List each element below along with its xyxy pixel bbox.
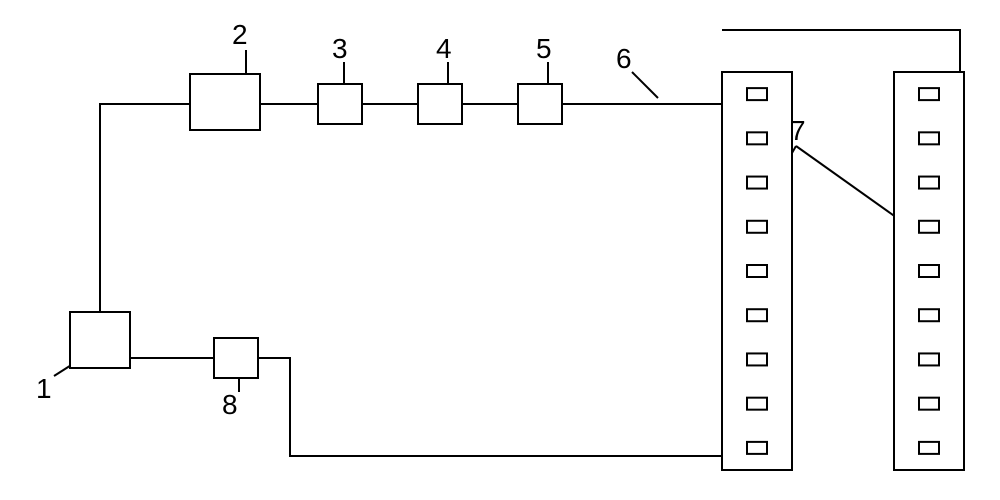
column-left-slot — [747, 88, 767, 100]
column-left-slot — [747, 265, 767, 277]
column-left-slot — [747, 177, 767, 189]
column-right-slot — [919, 309, 939, 321]
column-right-slot — [919, 265, 939, 277]
label-l5: 5 — [536, 33, 552, 64]
block-b8 — [214, 338, 258, 378]
column-left-slot — [747, 398, 767, 410]
column-right-slot — [919, 398, 939, 410]
label-l4: 4 — [436, 33, 452, 64]
label-l7: 7 — [790, 115, 806, 146]
block-b1 — [70, 312, 130, 368]
column-right-slot — [919, 353, 939, 365]
column-right-slot — [919, 442, 939, 454]
label-l8: 8 — [222, 389, 238, 420]
column-right-slot — [919, 132, 939, 144]
block-b5 — [518, 84, 562, 124]
label-l6: 6 — [616, 43, 632, 74]
block-b3 — [318, 84, 362, 124]
column-left-slot — [747, 221, 767, 233]
column-left-slot — [747, 309, 767, 321]
column-left-slot — [747, 442, 767, 454]
label-l2: 2 — [232, 19, 248, 50]
block-b2 — [190, 74, 260, 130]
block-b4 — [418, 84, 462, 124]
column-right-slot — [919, 221, 939, 233]
column-right-slot — [919, 177, 939, 189]
label-l1: 1 — [36, 373, 52, 404]
label-l3: 3 — [332, 33, 348, 64]
column-left-slot — [747, 132, 767, 144]
column-left-slot — [747, 353, 767, 365]
column-right-slot — [919, 88, 939, 100]
